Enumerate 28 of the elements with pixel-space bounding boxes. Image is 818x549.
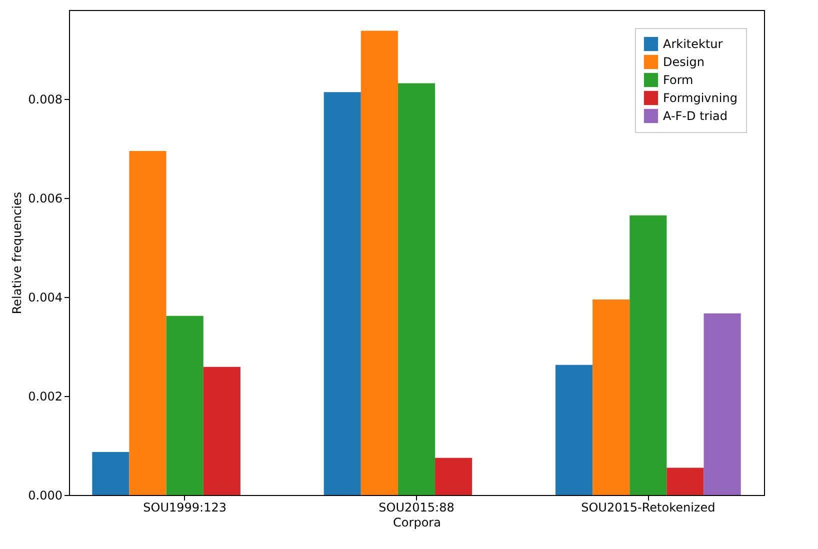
bar [556,364,593,495]
x-tick-label: SOU2015:88 [378,500,454,514]
y-axis-title: Relative frequencies [10,192,24,314]
legend-label: A-F-D triad [663,109,728,123]
x-tick-label: SOU2015-Retokenized [581,500,716,514]
bar [704,313,741,495]
bar [398,83,436,495]
bar [435,458,472,495]
legend-label: Arkitektur [663,37,723,51]
y-tick-label: 0.000 [28,488,62,502]
legend-label: Form [663,73,694,87]
bar [360,30,398,495]
y-tick-label: 0.004 [28,290,62,305]
y-tick-label: 0.006 [28,192,62,206]
bar [592,300,630,495]
legend-label: Design [663,55,704,69]
y-tick-label: 0.002 [28,390,62,404]
bar [92,452,130,495]
legend-label: Formgivning [663,91,738,105]
bar [324,92,361,495]
x-axis-title: Corpora [393,516,441,530]
bar [166,316,204,495]
bar [203,366,240,495]
x-tick-label: SOU1999:123 [143,500,227,514]
bar [666,468,704,495]
bar [129,151,166,495]
bar [630,215,667,495]
y-tick-label: 0.008 [28,92,62,107]
